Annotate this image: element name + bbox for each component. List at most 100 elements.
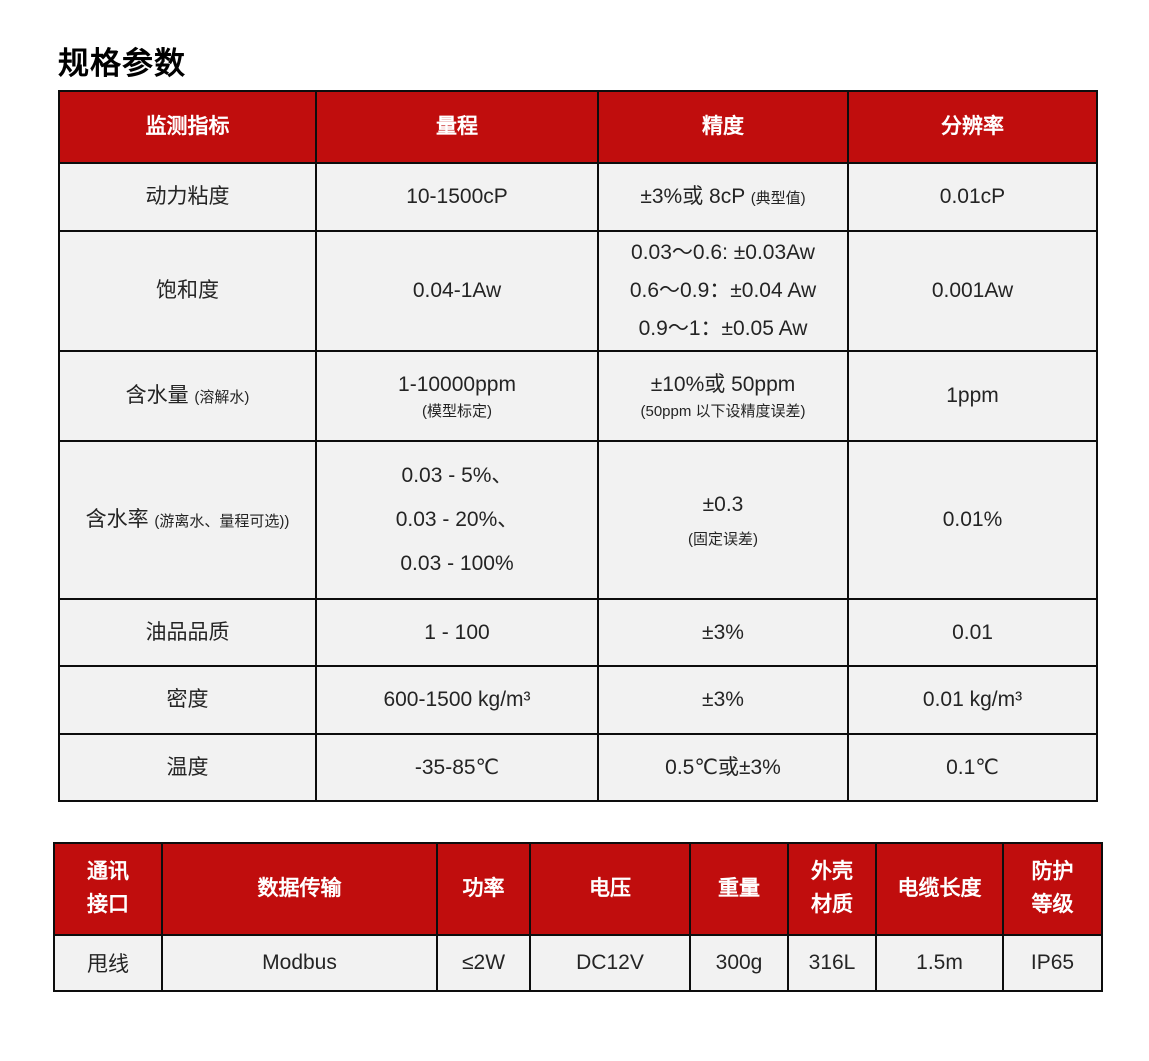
table-row: 密度 600-1500 kg/m³ ±3% 0.01 kg/m³ [58, 665, 1098, 735]
cell-accuracy: 0.03～0.6: ±0.03Aw 0.6～0.9：±0.04 Aw 0.9～1… [597, 230, 849, 352]
cell-resolution: 0.01cP [847, 162, 1098, 232]
cell-text: 含水量 [125, 384, 189, 408]
cell-text: 0.04-1Aw [412, 279, 502, 303]
table-row: 饱和度 0.04-1Aw 0.03～0.6: ±0.03Aw 0.6～0.9：±… [58, 230, 1098, 352]
cell-text: 0.03 - 100% [400, 552, 514, 576]
cell-text: ±3% [702, 688, 744, 712]
comm-col-header-housing: 外壳 材质 [787, 842, 877, 936]
cell-text: 0.01% [942, 508, 1003, 532]
cell-data-transfer: Modbus [161, 934, 438, 992]
cell-text: 0.03 - 5%、 [401, 463, 513, 487]
cell-protection: IP65 [1002, 934, 1103, 992]
cell-accuracy: ±3%或 8cP (典型值) [597, 162, 849, 232]
cell-indicator: 含水量 (溶解水) [58, 350, 317, 442]
spec-col-header-resolution: 分辨率 [847, 90, 1098, 164]
cell-range: 1-10000ppm (模型标定) [315, 350, 599, 442]
cell-housing: 316L [787, 934, 877, 992]
spec-table: 监测指标 量程 精度 分辨率 动力粘度 10-1500cP ±3%或 8cP (… [58, 90, 1098, 802]
cell-text: 0.1℃ [946, 755, 999, 779]
comm-col-header-data-transfer: 数据传输 [161, 842, 438, 936]
header-text: 外壳 [811, 860, 853, 884]
spec-col-header-range: 量程 [315, 90, 599, 164]
cell-accuracy: 0.5℃或±3% [597, 733, 849, 802]
comm-col-header-voltage: 电压 [529, 842, 691, 936]
cell-text: 0.03 - 20%、 [395, 507, 519, 531]
cell-text: 0.03～0.6: ±0.03Aw [631, 241, 815, 265]
cell-indicator: 饱和度 [58, 230, 317, 352]
cell-resolution: 0.01 [847, 598, 1098, 667]
page-title: 规格参数 [58, 46, 186, 81]
header-text: 通讯 [87, 860, 129, 884]
cell-indicator: 油品品质 [58, 598, 317, 667]
cell-voltage: DC12V [529, 934, 691, 992]
cell-text: 1-10000ppm [398, 372, 516, 396]
cell-text: 0.01 kg/m³ [922, 688, 1023, 712]
cell-resolution: 0.1℃ [847, 733, 1098, 802]
cell-accuracy: ±10%或 50ppm (50ppm 以下设精度误差) [597, 350, 849, 442]
cell-accuracy: ±0.3 (固定误差) [597, 440, 849, 600]
spec-header-row: 监测指标 量程 精度 分辨率 [58, 90, 1098, 164]
table-row: 动力粘度 10-1500cP ±3%或 8cP (典型值) 0.01cP [58, 162, 1098, 232]
cell-resolution: 0.01% [847, 440, 1098, 600]
cell-text: 600-1500 kg/m³ [383, 688, 531, 712]
cell-text: 饱和度 [156, 279, 219, 303]
cell-note: (游离水、量程可选)) [154, 513, 290, 531]
header-text: 接口 [87, 893, 129, 916]
cell-note: (模型标定) [422, 403, 492, 421]
cell-range: 0.04-1Aw [315, 230, 599, 352]
cell-text: 含水率 [85, 508, 149, 532]
cell-resolution: 1ppm [847, 350, 1098, 442]
cell-text: 温度 [166, 755, 209, 779]
cell-text: -35-85℃ [414, 755, 500, 779]
cell-note: (典型值) [750, 190, 806, 208]
cell-text: 1 - 100 [424, 620, 490, 644]
cell-range: 10-1500cP [315, 162, 599, 232]
table-row: 甩线 Modbus ≤2W DC12V 300g 316L 1.5m IP65 [53, 934, 1103, 992]
cell-text: 0.5℃或±3% [665, 755, 781, 779]
cell-text: 动力粘度 [145, 185, 230, 209]
cell-text: 0.9～1：±0.05 Aw [638, 316, 808, 340]
spec-col-header-accuracy: 精度 [597, 90, 849, 164]
cell-accuracy: ±3% [597, 665, 849, 735]
cell-text: 0.6～0.9：±0.04 Aw [629, 279, 817, 303]
cell-text: ±3%或 8cP [640, 185, 745, 209]
cell-interface: 甩线 [53, 934, 163, 992]
comm-table: 通讯 接口 数据传输 功率 电压 重量 外壳 材质 电缆长度 防护 等级 甩线 … [53, 842, 1103, 992]
spec-col-header-indicator: 监测指标 [58, 90, 317, 164]
cell-text: 0.01 [952, 620, 993, 644]
comm-col-header-interface: 通讯 接口 [53, 842, 163, 936]
comm-col-header-protection: 防护 等级 [1002, 842, 1103, 936]
cell-text: 0.01cP [939, 185, 1006, 209]
cell-text: ±0.3 [702, 492, 744, 516]
cell-indicator: 动力粘度 [58, 162, 317, 232]
table-row: 含水率 (游离水、量程可选)) 0.03 - 5%、 0.03 - 20%、 0… [58, 440, 1098, 600]
cell-text: 油品品质 [145, 620, 230, 644]
table-row: 温度 -35-85℃ 0.5℃或±3% 0.1℃ [58, 733, 1098, 802]
comm-col-header-cable-length: 电缆长度 [875, 842, 1004, 936]
table-row: 油品品质 1 - 100 ±3% 0.01 [58, 598, 1098, 667]
cell-text: ±3% [702, 620, 744, 644]
comm-col-header-weight: 重量 [689, 842, 789, 936]
cell-note: (溶解水) [194, 389, 250, 407]
header-text: 材质 [811, 893, 853, 916]
cell-text: 密度 [166, 688, 209, 712]
cell-resolution: 0.01 kg/m³ [847, 665, 1098, 735]
cell-note: (固定误差) [688, 531, 758, 549]
cell-note: (50ppm 以下设精度误差) [640, 403, 806, 421]
cell-range: 0.03 - 5%、 0.03 - 20%、 0.03 - 100% [315, 440, 599, 600]
cell-range: 600-1500 kg/m³ [315, 665, 599, 735]
cell-range: -35-85℃ [315, 733, 599, 802]
cell-indicator: 温度 [58, 733, 317, 802]
cell-indicator: 密度 [58, 665, 317, 735]
cell-cable-length: 1.5m [875, 934, 1004, 992]
comm-col-header-power: 功率 [436, 842, 531, 936]
cell-text: 1ppm [946, 384, 999, 408]
cell-range: 1 - 100 [315, 598, 599, 667]
cell-text: 10-1500cP [406, 185, 508, 209]
cell-text: 0.001Aw [931, 279, 1014, 303]
table-row: 含水量 (溶解水) 1-10000ppm (模型标定) ±10%或 50ppm … [58, 350, 1098, 442]
cell-power: ≤2W [436, 934, 531, 992]
comm-header-row: 通讯 接口 数据传输 功率 电压 重量 外壳 材质 电缆长度 防护 等级 [53, 842, 1103, 936]
header-text: 等级 [1031, 893, 1074, 916]
cell-resolution: 0.001Aw [847, 230, 1098, 352]
